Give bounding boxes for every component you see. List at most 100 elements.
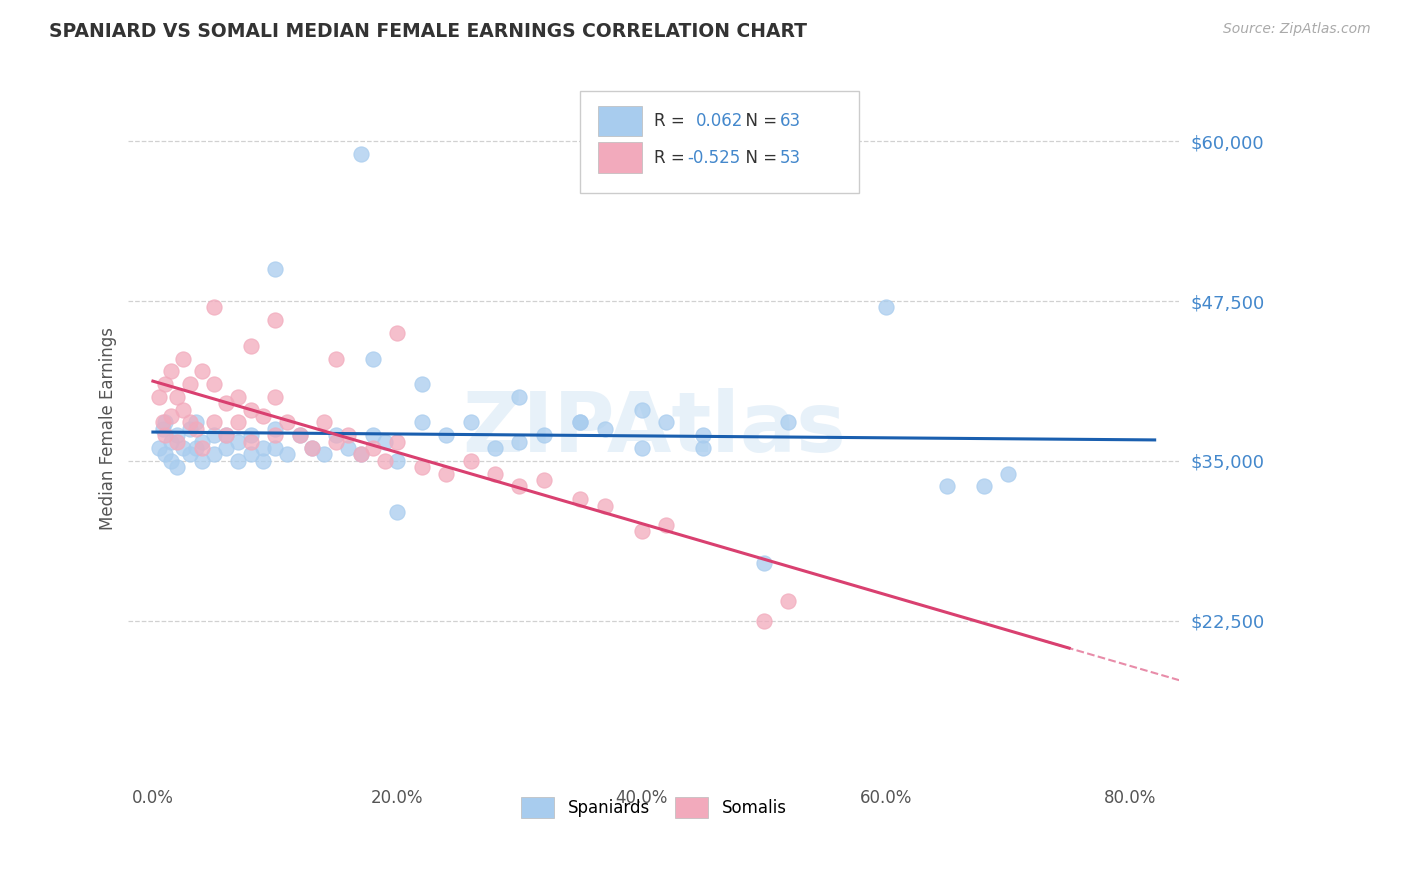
Point xyxy=(692,428,714,442)
Point xyxy=(936,479,959,493)
Point xyxy=(752,614,775,628)
Point xyxy=(569,416,592,430)
Point xyxy=(215,396,238,410)
Point xyxy=(312,447,335,461)
Point xyxy=(301,441,323,455)
Point xyxy=(215,441,238,455)
Point xyxy=(202,301,225,315)
Point xyxy=(411,377,433,392)
Point xyxy=(361,441,384,455)
Point xyxy=(166,460,188,475)
Point xyxy=(312,416,335,430)
Point xyxy=(752,556,775,570)
Text: N =: N = xyxy=(735,112,782,130)
Point xyxy=(361,351,384,366)
Point xyxy=(202,416,225,430)
Point xyxy=(153,428,176,442)
Point xyxy=(252,441,274,455)
Point xyxy=(172,402,194,417)
Point xyxy=(387,434,409,449)
Y-axis label: Median Female Earnings: Median Female Earnings xyxy=(100,327,117,531)
Point xyxy=(153,377,176,392)
Point xyxy=(569,492,592,507)
Point xyxy=(215,428,238,442)
Point xyxy=(191,434,214,449)
Point xyxy=(508,479,530,493)
Point xyxy=(166,434,188,449)
Point xyxy=(264,313,287,327)
Point xyxy=(288,428,311,442)
Point xyxy=(361,428,384,442)
Text: 0.062: 0.062 xyxy=(696,112,744,130)
Point xyxy=(184,441,207,455)
Point xyxy=(533,473,555,487)
Point xyxy=(630,402,652,417)
Point xyxy=(160,434,183,449)
Point xyxy=(264,441,287,455)
Point xyxy=(325,351,347,366)
Point xyxy=(593,422,616,436)
Point xyxy=(228,416,250,430)
Point xyxy=(172,441,194,455)
Point xyxy=(778,594,800,608)
FancyBboxPatch shape xyxy=(598,142,643,173)
Point xyxy=(276,447,298,461)
Point xyxy=(411,460,433,475)
Point xyxy=(239,402,262,417)
Point xyxy=(148,390,170,404)
Text: N =: N = xyxy=(735,149,782,167)
Point xyxy=(166,428,188,442)
Legend: Spaniards, Somalis: Spaniards, Somalis xyxy=(515,790,793,825)
Point xyxy=(153,416,176,430)
Point xyxy=(179,416,201,430)
Point xyxy=(349,447,371,461)
Point xyxy=(202,447,225,461)
Point xyxy=(997,467,1019,481)
Point xyxy=(184,422,207,436)
Point xyxy=(179,422,201,436)
Point xyxy=(239,447,262,461)
Point xyxy=(179,377,201,392)
Point xyxy=(191,454,214,468)
FancyBboxPatch shape xyxy=(598,105,643,136)
Point xyxy=(228,454,250,468)
Point xyxy=(630,441,652,455)
Point xyxy=(184,416,207,430)
Text: 63: 63 xyxy=(780,112,801,130)
Text: R =: R = xyxy=(654,112,695,130)
Point xyxy=(325,434,347,449)
Point xyxy=(153,447,176,461)
Point xyxy=(191,364,214,378)
Point xyxy=(387,454,409,468)
Point xyxy=(533,428,555,442)
Point xyxy=(349,447,371,461)
Point xyxy=(655,517,678,532)
Point xyxy=(778,416,800,430)
Point xyxy=(264,422,287,436)
Point xyxy=(160,454,183,468)
Point xyxy=(569,416,592,430)
Point xyxy=(387,326,409,340)
Point xyxy=(239,339,262,353)
Text: 53: 53 xyxy=(780,149,801,167)
Point xyxy=(508,390,530,404)
Point xyxy=(239,434,262,449)
Point xyxy=(239,428,262,442)
Point xyxy=(166,390,188,404)
Point xyxy=(387,505,409,519)
Point xyxy=(301,441,323,455)
Text: SPANIARD VS SOMALI MEDIAN FEMALE EARNINGS CORRELATION CHART: SPANIARD VS SOMALI MEDIAN FEMALE EARNING… xyxy=(49,22,807,41)
Point xyxy=(484,441,506,455)
Point xyxy=(264,428,287,442)
Point xyxy=(264,262,287,277)
Point xyxy=(374,454,396,468)
Point xyxy=(160,409,183,423)
Point xyxy=(875,301,897,315)
Point xyxy=(252,409,274,423)
Point xyxy=(191,441,214,455)
Point xyxy=(460,416,482,430)
Text: R =: R = xyxy=(654,149,690,167)
Point xyxy=(337,441,360,455)
Text: Source: ZipAtlas.com: Source: ZipAtlas.com xyxy=(1223,22,1371,37)
Point xyxy=(434,467,457,481)
